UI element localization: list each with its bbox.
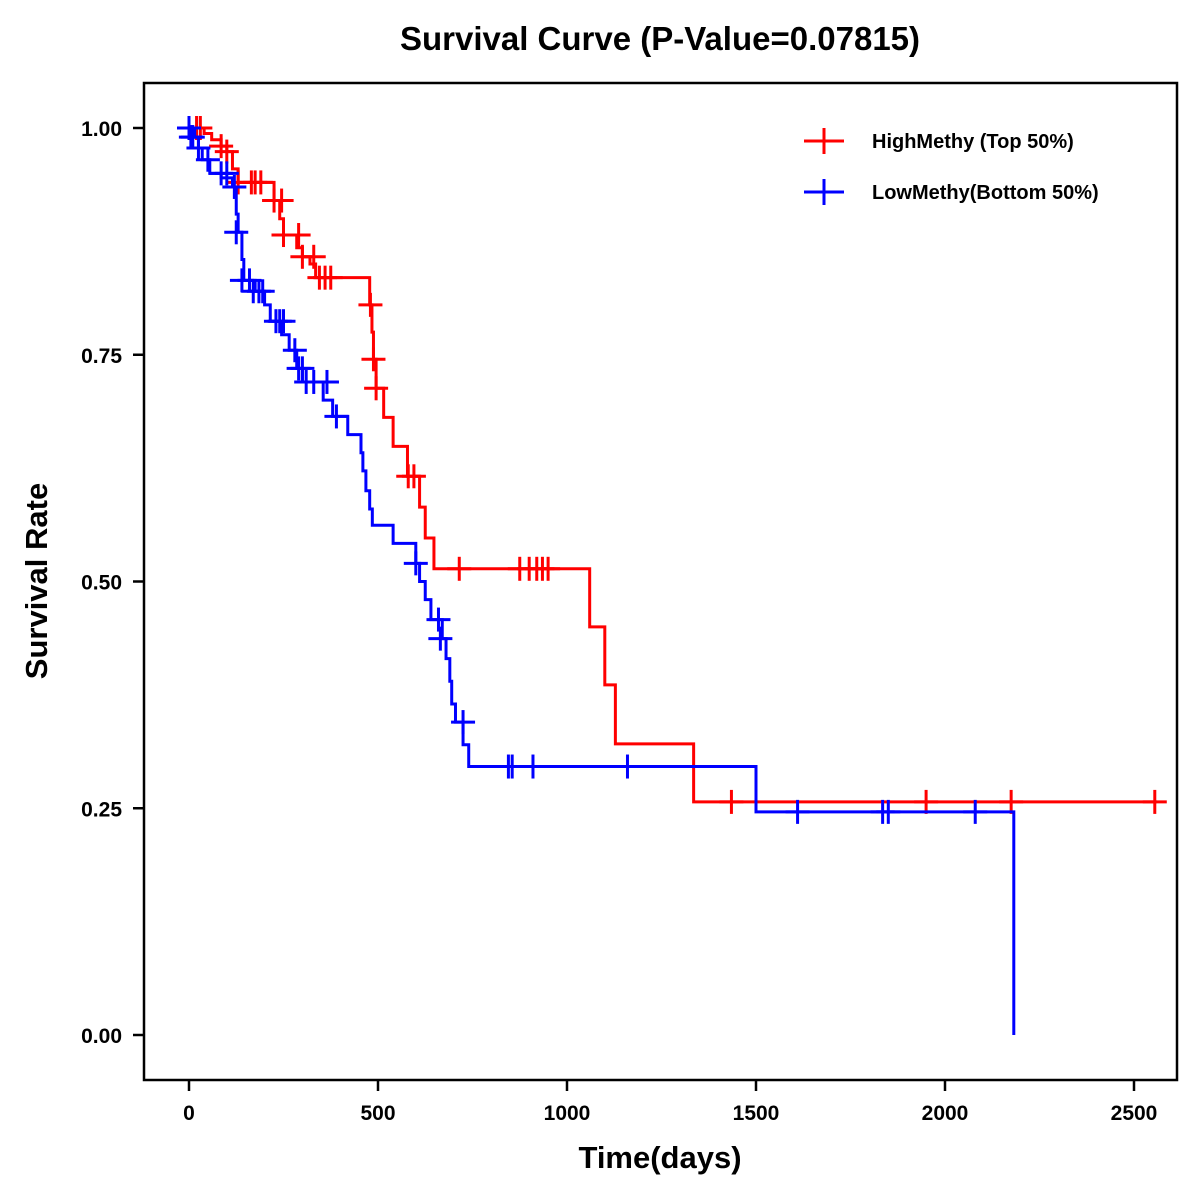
- censor-mark: [222, 174, 247, 199]
- censor-mark: [520, 754, 545, 779]
- survival-curve-low-methy: [189, 126, 1016, 1035]
- plot-area: [177, 116, 1167, 1035]
- censor-mark: [286, 223, 311, 248]
- censor-mark: [615, 754, 640, 779]
- censor-mark: [999, 789, 1024, 814]
- censor-mark: [269, 188, 294, 213]
- y-tick-label: 0.50: [81, 572, 122, 595]
- censor-mark: [271, 309, 296, 334]
- legend-item: HighMethy (Top 50%): [804, 128, 1074, 154]
- y-tick-label: 0.75: [81, 345, 122, 368]
- censor-mark: [214, 161, 239, 186]
- legend-item: LowMethy(Bottom 50%): [804, 179, 1099, 205]
- censor-mark: [785, 799, 810, 824]
- censor-mark: [401, 464, 426, 489]
- censor-mark: [447, 556, 472, 581]
- y-axis-label: Survival Rate: [19, 483, 54, 679]
- censor-mark: [426, 607, 451, 632]
- censor-mark: [318, 265, 343, 290]
- censor-mark: [963, 799, 988, 824]
- x-axis-label: Time(days): [578, 1140, 741, 1175]
- censor-mark: [301, 244, 326, 269]
- censor-mark: [195, 147, 220, 172]
- censor-mark: [290, 356, 315, 381]
- censor-mark: [403, 551, 428, 576]
- censor-mark: [314, 369, 339, 394]
- censor-mark: [214, 139, 239, 164]
- censor-mark: [180, 125, 205, 150]
- censor-mark: [1142, 789, 1167, 814]
- series-high-methy: [184, 116, 1167, 814]
- censor-mark: [250, 279, 275, 304]
- y-tick-label: 1.00: [81, 118, 122, 141]
- legend-label: HighMethy (Top 50%): [872, 131, 1074, 153]
- censor-mark: [428, 626, 453, 651]
- censor-mark: [209, 134, 234, 159]
- censor-mark: [719, 789, 744, 814]
- x-axis: 0 500 1000 1500 2000 2500: [183, 1080, 1157, 1125]
- survival-curve-high-methy: [189, 126, 1157, 804]
- y-tick-label: 0.25: [81, 798, 122, 821]
- x-tick-label: 2000: [922, 1102, 969, 1125]
- censor-mark: [361, 347, 386, 372]
- x-tick-label: 1500: [733, 1102, 780, 1125]
- censor-mark: [224, 220, 249, 245]
- censor-mark: [282, 338, 307, 363]
- chart-title: Survival Curve (P-Value=0.07815): [400, 20, 920, 57]
- censor-mark: [324, 404, 349, 429]
- y-axis: 0.00 0.25 0.50 0.75 1.00: [81, 118, 144, 1048]
- legend: HighMethy (Top 50%) LowMethy(Bottom 50%): [804, 128, 1099, 205]
- x-tick-label: 2500: [1111, 1102, 1158, 1125]
- legend-label: LowMethy(Bottom 50%): [872, 182, 1099, 204]
- x-tick-label: 0: [183, 1102, 195, 1125]
- y-tick-label: 0.00: [81, 1025, 122, 1048]
- censor-mark: [364, 376, 389, 401]
- censor-mark: [451, 710, 476, 735]
- censor-mark: [358, 292, 383, 317]
- censor-mark: [876, 799, 901, 824]
- censor-mark: [536, 556, 561, 581]
- series-low-methy: [177, 116, 1016, 1035]
- censor-mark: [248, 170, 273, 195]
- censor-mark: [914, 789, 939, 814]
- censor-mark: [500, 754, 525, 779]
- x-tick-label: 500: [360, 1102, 395, 1125]
- x-tick-label: 1000: [544, 1102, 591, 1125]
